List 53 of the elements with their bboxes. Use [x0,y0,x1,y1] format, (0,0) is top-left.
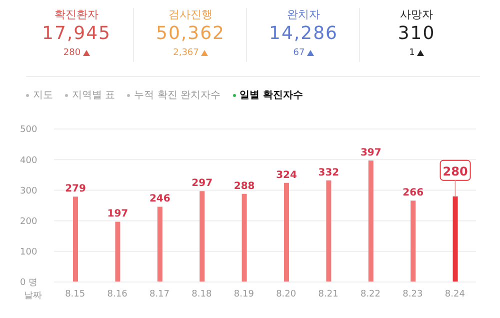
text: 50,362 [155,22,226,46]
text: 280 [63,47,81,60]
data-label: 266 [402,188,424,199]
data-label: 246 [149,194,170,205]
bar [326,180,332,282]
bar [115,222,120,282]
data-label: 280 [442,164,468,178]
y-tick-label: 0 명 [20,278,38,288]
y-tick-label: 500 [20,125,38,136]
x-tick-label: 8.17 [149,289,170,300]
data-label: 297 [192,178,213,190]
data-label: 288 [234,180,255,192]
text: 310 [396,22,436,46]
x-tick-label: 8.16 [107,289,128,300]
x-tick-label: 8.20 [276,289,296,300]
x-axis-title: 날짜 [24,290,42,302]
bar [452,196,458,282]
text: 67 [293,47,305,60]
x-tick-label: 8.23 [402,289,423,300]
bar [73,196,78,282]
text: 14,286 [268,22,339,46]
x-tick-label: 8.15 [65,289,86,300]
bar [284,182,289,282]
text: 17,945 [41,22,112,46]
text: 지도 [32,89,53,102]
category-label: 사망자 [399,8,434,22]
y-tick-label: 100 [20,248,38,258]
y-tick-label: 400 [20,156,38,166]
x-tick-label: 8.22 [360,289,381,300]
data-label: 332 [318,167,340,178]
category-label: 확진환자 [54,8,100,22]
x-tick-label: 8.19 [234,289,254,300]
bar [200,191,205,282]
x-tick-label: 8.18 [192,289,212,300]
data-label: 197 [107,208,128,220]
bar [157,206,162,282]
bar [368,160,374,282]
data-label: 279 [65,184,86,195]
bar [410,200,416,282]
category-label: 완치자 [286,8,321,22]
text: 누적 확진 완치자수 [133,89,221,102]
y-tick-label: 200 [20,216,38,227]
y-tick-label: 300 [20,186,38,196]
text: 지역별 표 [71,89,116,102]
text: 일별 확진자수 [238,89,304,102]
text: 1 [409,47,415,60]
x-tick-label: 8.24 [444,289,466,300]
data-label: 324 [276,170,297,181]
data-label: 397 [360,148,382,159]
category-label: 검사진행 [168,8,214,22]
bar [242,194,247,282]
x-tick-label: 8.21 [318,289,338,300]
text: 2,367 [173,47,199,60]
